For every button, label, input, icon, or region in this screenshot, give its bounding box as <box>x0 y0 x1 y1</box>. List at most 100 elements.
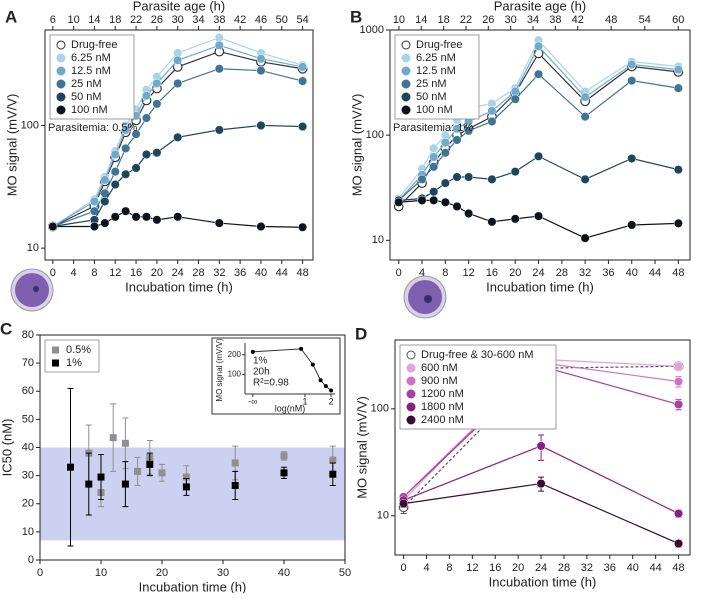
inset-y-tick-label: 100 <box>228 369 242 378</box>
y-tick-label: 100 <box>21 119 39 131</box>
x2-tick-label: 22 <box>130 14 142 26</box>
data-point <box>673 165 683 175</box>
petri-dish-b <box>403 275 447 319</box>
data-point <box>121 125 131 135</box>
x-tick-label: 0 <box>37 567 43 579</box>
data-point <box>121 480 129 488</box>
data-point <box>536 441 546 451</box>
y-tick-label: 1000 <box>360 24 384 36</box>
x2-axis-label: Parasite age (h) <box>133 0 226 13</box>
data-point <box>298 121 308 132</box>
inset-point <box>250 349 255 354</box>
data-point <box>121 439 129 447</box>
data-point <box>673 361 684 371</box>
data-point <box>429 162 439 172</box>
data-point <box>533 69 544 79</box>
legend-marker <box>401 105 411 115</box>
data-point <box>110 167 120 177</box>
legend-box <box>399 344 557 430</box>
data-point <box>452 172 462 182</box>
data-point <box>131 129 141 139</box>
inset-y-axis-label: MO signal (mV/V) <box>215 338 224 401</box>
legend-marker <box>406 363 416 373</box>
x-tick-label: 20 <box>512 562 524 574</box>
y-tick-label: 100 <box>371 403 389 415</box>
x-tick-label: 36 <box>602 267 614 279</box>
legend-marker <box>56 79 66 89</box>
data-point <box>280 469 288 477</box>
legend-label: 6.25 nM <box>416 52 456 64</box>
x-tick-label: 28 <box>192 267 204 279</box>
x-tick-label: 44 <box>649 267 661 279</box>
x-tick-label: 20 <box>509 267 521 279</box>
legend-label: 12.5 nM <box>71 65 111 77</box>
shaded-range <box>40 447 345 541</box>
dish-sample <box>15 273 49 307</box>
y-tick-label: 80 <box>22 329 34 341</box>
panel-letter: B <box>350 7 362 26</box>
data-point <box>100 218 110 228</box>
legend-label: 50 nM <box>416 91 447 103</box>
data-point <box>100 175 110 185</box>
y-tick-label: 10 <box>372 234 384 246</box>
data-point <box>429 187 439 197</box>
x-tick-label: 0 <box>401 562 407 574</box>
legend-label: 50 nM <box>71 91 102 103</box>
data-point <box>429 152 439 162</box>
x2-tick-label: 10 <box>67 14 79 26</box>
legend-marker <box>52 346 59 354</box>
data-point <box>146 460 154 468</box>
x-tick-label: 40 <box>255 267 267 279</box>
data-point <box>627 153 637 164</box>
data-point <box>280 452 288 460</box>
data-point <box>173 212 183 222</box>
data-point <box>256 221 266 232</box>
data-point <box>580 233 590 243</box>
legend-box <box>394 34 480 120</box>
data-point <box>131 212 141 222</box>
data-point <box>580 112 590 122</box>
x-tick-label: 28 <box>556 267 568 279</box>
x-tick-label: 16 <box>486 267 498 279</box>
y-axis-label: MO signal (mV/V) <box>349 94 364 197</box>
inset-text: 1% <box>253 356 268 367</box>
x2-tick-label: 14 <box>415 14 427 26</box>
x2-axis-label: Parasite age (h) <box>494 0 587 13</box>
x2-tick-label: 60 <box>672 14 684 26</box>
data-point <box>510 214 520 224</box>
inset-y-tick-label: 200 <box>228 350 242 359</box>
y-tick-label: 10 <box>27 242 39 254</box>
data-point <box>417 174 427 184</box>
legend-label: 0.5% <box>66 344 91 356</box>
x-tick-label: 48 <box>672 562 684 574</box>
x2-tick-label: 38 <box>213 14 225 26</box>
y-tick-label: 70 <box>22 357 34 369</box>
data-point <box>487 217 497 227</box>
legend-marker <box>406 389 416 399</box>
data-point <box>399 499 409 509</box>
y-tick-label: 20 <box>22 498 34 510</box>
legend-marker <box>401 66 411 76</box>
data-point <box>214 125 224 135</box>
legend-marker <box>52 359 59 367</box>
y-tick-label: 10 <box>377 510 389 522</box>
y-tick-label: 0 <box>28 554 34 566</box>
x-tick-label: 12 <box>466 562 478 574</box>
data-point <box>627 220 637 230</box>
inset-point <box>299 346 304 351</box>
x-tick-label: 12 <box>109 267 121 279</box>
x-tick-label: 10 <box>95 567 107 579</box>
data-point <box>673 376 684 387</box>
panel-letter: A <box>5 7 17 26</box>
data-point <box>141 149 152 160</box>
data-point <box>110 212 120 222</box>
y-axis-label: MO signal (mV/V) <box>354 396 369 499</box>
x-axis-label: Incubation time (h) <box>486 279 594 294</box>
legend-label: 900 nM <box>421 375 458 387</box>
legend-label: 100 nM <box>416 104 453 116</box>
data-point <box>673 508 684 519</box>
plot-frame <box>394 339 691 556</box>
y-tick-label: 40 <box>22 441 34 453</box>
data-point <box>182 473 190 481</box>
